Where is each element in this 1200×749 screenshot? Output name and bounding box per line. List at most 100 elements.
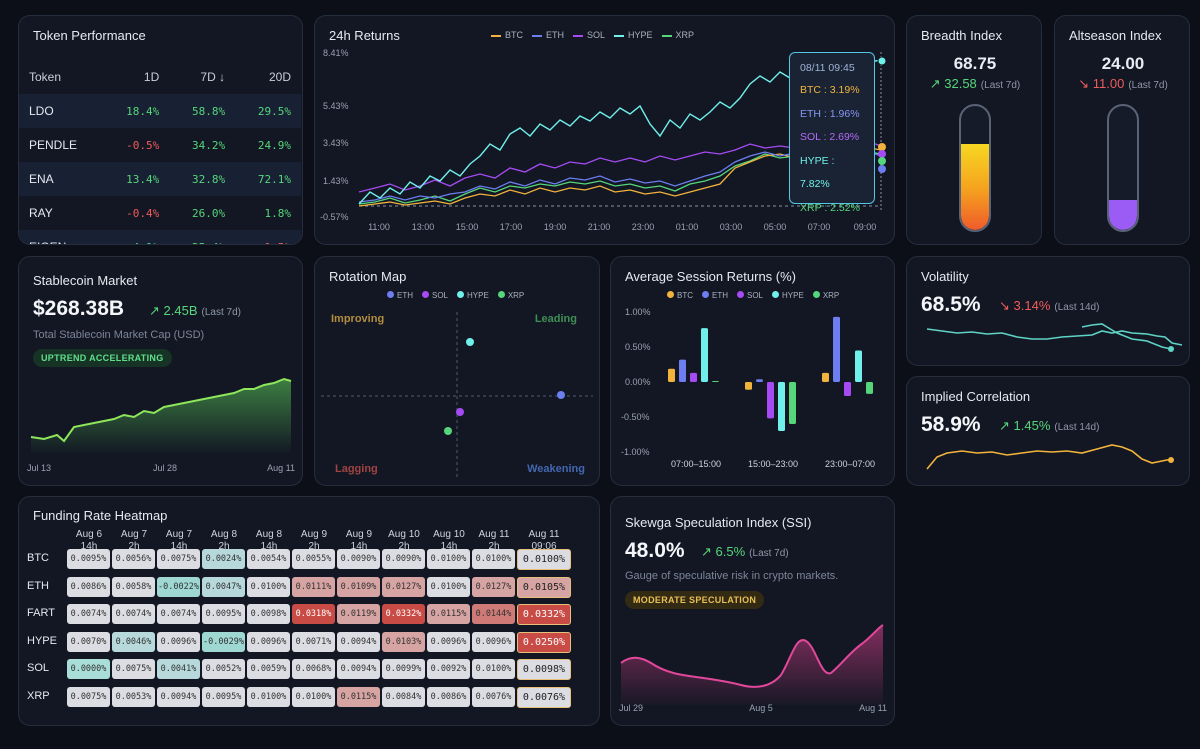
heatmap-cell[interactable]: 0.0076% bbox=[472, 686, 515, 707]
bar-btc-1[interactable] bbox=[745, 382, 752, 390]
heatmap-cell[interactable]: 0.0100% bbox=[427, 549, 470, 569]
heatmap-cell[interactable]: 0.0332% bbox=[382, 604, 425, 624]
heatmap-cell[interactable]: 0.0096% bbox=[427, 631, 470, 652]
heatmap-cell[interactable]: 0.0099% bbox=[382, 659, 425, 679]
heatmap-cell[interactable]: 0.0127% bbox=[472, 576, 515, 597]
correlation-sparkline[interactable] bbox=[907, 439, 1189, 483]
legend-btc[interactable]: BTC bbox=[667, 291, 693, 300]
heatmap-latest-cell[interactable]: 0.0105% bbox=[517, 576, 571, 598]
legend-xrp[interactable]: XRP bbox=[497, 291, 524, 300]
heatmap-cell[interactable]: 0.0100% bbox=[427, 576, 470, 597]
bar-sol-0[interactable] bbox=[690, 372, 697, 382]
legend-eth[interactable]: ETH bbox=[387, 291, 413, 300]
heatmap-cell[interactable]: 0.0100% bbox=[292, 686, 335, 707]
legend-hype[interactable]: HYPE bbox=[614, 30, 653, 40]
heatmap-cell[interactable]: 0.0068% bbox=[292, 659, 335, 679]
rotation-scatter[interactable] bbox=[315, 257, 599, 485]
heatmap-cell[interactable]: 0.0115% bbox=[427, 604, 470, 624]
heatmap-latest-cell[interactable]: 0.0100% bbox=[517, 549, 571, 570]
heatmap-cell[interactable]: 0.0074% bbox=[67, 604, 110, 624]
col-20d[interactable]: 20D bbox=[268, 70, 291, 84]
legend-hype[interactable]: HYPE bbox=[457, 291, 489, 300]
heatmap-cell[interactable]: 0.0041% bbox=[157, 659, 200, 679]
heatmap-cell[interactable]: 0.0094% bbox=[337, 631, 380, 652]
heatmap-cell[interactable]: 0.0059% bbox=[247, 659, 290, 679]
legend-sol[interactable]: SOL bbox=[737, 291, 763, 300]
heatmap-cell[interactable]: 0.0047% bbox=[202, 576, 245, 597]
heatmap-cell[interactable]: 0.0096% bbox=[157, 631, 200, 652]
legend-xrp[interactable]: XRP bbox=[812, 291, 839, 300]
heatmap-cell[interactable]: 0.0053% bbox=[112, 686, 155, 707]
heatmap-cell[interactable]: 0.0119% bbox=[337, 604, 380, 624]
table-row[interactable]: RAY -0.4% 26.0% 1.8% bbox=[19, 196, 301, 230]
heatmap-latest-cell[interactable]: 0.0332% bbox=[517, 604, 571, 625]
stablecoin-area-chart[interactable]: Jul 13 Jul 28 Aug 11 bbox=[19, 367, 302, 477]
ssi-area-chart[interactable]: Jul 29 Aug 5 Aug 11 bbox=[611, 615, 894, 723]
heatmap-cell[interactable]: -0.0022% bbox=[157, 576, 200, 597]
heatmap-cell[interactable]: 0.0095% bbox=[202, 686, 245, 707]
bar-sol-1[interactable] bbox=[767, 382, 774, 419]
heatmap-cell[interactable]: 0.0075% bbox=[112, 659, 155, 679]
heatmap-cell[interactable]: 0.0096% bbox=[472, 631, 515, 652]
bar-hype-0[interactable] bbox=[701, 328, 708, 382]
heatmap-cell[interactable]: 0.0075% bbox=[67, 686, 110, 707]
legend-hype[interactable]: HYPE bbox=[772, 291, 804, 300]
heatmap-cell[interactable]: 0.0090% bbox=[337, 549, 380, 569]
bar-eth-0[interactable] bbox=[679, 359, 686, 382]
heatmap-cell[interactable]: 0.0054% bbox=[247, 549, 290, 569]
col-1d[interactable]: 1D bbox=[143, 70, 160, 84]
heatmap-cell[interactable]: 0.0127% bbox=[382, 576, 425, 597]
volatility-sparkline[interactable] bbox=[907, 321, 1189, 361]
session-bar-chart[interactable]: 1.00% 0.50% 0.00% -0.50% -1.00% 07:00–15… bbox=[611, 257, 894, 485]
heatmap-latest-cell[interactable]: 0.0098% bbox=[517, 659, 571, 680]
heatmap-cell[interactable]: 0.0046% bbox=[112, 631, 155, 652]
table-row[interactable]: PENDLE -0.5% 34.2% 24.9% bbox=[19, 128, 301, 162]
legend-btc[interactable]: BTC bbox=[491, 30, 523, 40]
heatmap-cell[interactable]: 0.0024% bbox=[202, 549, 245, 569]
legend-sol[interactable]: SOL bbox=[422, 291, 448, 300]
bar-eth-2[interactable] bbox=[833, 316, 840, 382]
heatmap-cell[interactable]: 0.0056% bbox=[112, 549, 155, 569]
bar-hype-1[interactable] bbox=[778, 382, 785, 431]
bar-hype-2[interactable] bbox=[855, 350, 862, 383]
heatmap-latest-cell[interactable]: 0.0250% bbox=[517, 631, 571, 653]
heatmap-cell[interactable]: 0.0098% bbox=[247, 604, 290, 624]
legend-eth[interactable]: ETH bbox=[702, 291, 728, 300]
heatmap-cell[interactable]: 0.0090% bbox=[382, 549, 425, 569]
heatmap-cell[interactable]: 0.0096% bbox=[247, 631, 290, 652]
heatmap-cell[interactable]: 0.0144% bbox=[472, 604, 515, 624]
heatmap-cell[interactable]: 0.0318% bbox=[292, 604, 335, 624]
heatmap-cell[interactable]: 0.0055% bbox=[292, 549, 335, 569]
heatmap-cell[interactable]: 0.0100% bbox=[247, 576, 290, 597]
heatmap-cell[interactable]: 0.0100% bbox=[472, 549, 515, 569]
legend-eth[interactable]: ETH bbox=[532, 30, 564, 40]
heatmap-cell[interactable]: 0.0109% bbox=[337, 576, 380, 597]
bar-xrp-0[interactable] bbox=[712, 381, 719, 382]
heatmap-cell[interactable]: 0.0052% bbox=[202, 659, 245, 679]
heatmap-cell[interactable]: 0.0074% bbox=[157, 604, 200, 624]
col-token[interactable]: Token bbox=[29, 70, 62, 84]
heatmap-cell[interactable]: 0.0086% bbox=[67, 576, 110, 597]
heatmap-cell[interactable]: 0.0115% bbox=[337, 686, 380, 707]
heatmap-cell[interactable]: 0.0111% bbox=[292, 576, 335, 597]
heatmap-cell[interactable]: 0.0095% bbox=[202, 604, 245, 624]
heatmap-cell[interactable]: 0.0092% bbox=[427, 659, 470, 679]
heatmap-cell[interactable]: 0.0074% bbox=[112, 604, 155, 624]
heatmap-cell[interactable]: 0.0071% bbox=[292, 631, 335, 652]
heatmap-latest-cell[interactable]: 0.0076% bbox=[517, 686, 571, 708]
heatmap-cell[interactable]: 0.0084% bbox=[382, 686, 425, 707]
bar-xrp-1[interactable] bbox=[789, 382, 796, 424]
legend-sol[interactable]: SOL bbox=[573, 30, 605, 40]
bar-btc-2[interactable] bbox=[822, 372, 829, 382]
bar-eth-1[interactable] bbox=[756, 379, 763, 382]
heatmap-cell[interactable]: 0.0100% bbox=[247, 686, 290, 707]
heatmap-cell[interactable]: 0.0100% bbox=[472, 659, 515, 679]
table-row[interactable]: LDO 18.4% 58.8% 29.5% bbox=[19, 94, 301, 128]
legend-xrp[interactable]: XRP bbox=[661, 30, 694, 40]
heatmap-cell[interactable]: 0.0095% bbox=[67, 549, 110, 569]
heatmap-cell[interactable]: 0.0086% bbox=[427, 686, 470, 707]
heatmap-cell[interactable]: 0.0000% bbox=[67, 659, 110, 679]
heatmap-cell[interactable]: 0.0103% bbox=[382, 631, 425, 652]
bar-sol-2[interactable] bbox=[844, 382, 851, 396]
heatmap-cell[interactable]: 0.0094% bbox=[337, 659, 380, 679]
